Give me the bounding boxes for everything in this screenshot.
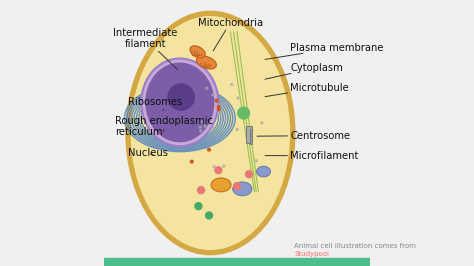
Ellipse shape — [233, 182, 252, 196]
Circle shape — [198, 187, 205, 194]
Circle shape — [204, 125, 206, 127]
Circle shape — [189, 99, 191, 101]
Circle shape — [206, 87, 208, 89]
Text: Cytoplasm: Cytoplasm — [265, 63, 343, 79]
Circle shape — [199, 126, 201, 128]
Circle shape — [208, 148, 210, 151]
Circle shape — [238, 107, 249, 119]
Circle shape — [217, 106, 220, 108]
Circle shape — [215, 99, 218, 102]
Ellipse shape — [257, 166, 271, 177]
Circle shape — [191, 160, 193, 163]
Circle shape — [231, 83, 233, 85]
Circle shape — [261, 122, 263, 124]
Circle shape — [246, 171, 253, 178]
Circle shape — [237, 97, 239, 99]
Text: Nucleus: Nucleus — [128, 148, 168, 158]
Text: Mitochondria: Mitochondria — [198, 18, 263, 51]
Circle shape — [215, 167, 222, 174]
Circle shape — [225, 102, 227, 104]
Circle shape — [206, 212, 212, 219]
Circle shape — [200, 130, 202, 132]
Ellipse shape — [167, 83, 195, 111]
Ellipse shape — [196, 56, 216, 69]
Ellipse shape — [141, 59, 219, 146]
Circle shape — [212, 127, 215, 130]
Circle shape — [223, 165, 225, 167]
Text: Rough endoplasmic
reticulum: Rough endoplasmic reticulum — [115, 115, 213, 137]
Text: Animal cell illustration comes from: Animal cell illustration comes from — [294, 243, 416, 249]
Circle shape — [213, 166, 215, 168]
Circle shape — [195, 203, 202, 210]
Text: Microtubule: Microtubule — [265, 83, 349, 97]
Text: Microfilament: Microfilament — [265, 151, 358, 161]
Ellipse shape — [190, 46, 205, 58]
Circle shape — [236, 128, 238, 130]
Ellipse shape — [131, 16, 290, 250]
Text: Ribosomes: Ribosomes — [128, 97, 182, 110]
Text: Centrosome: Centrosome — [257, 131, 350, 141]
Text: Plasma membrane: Plasma membrane — [265, 43, 383, 59]
Ellipse shape — [145, 63, 214, 142]
Circle shape — [257, 169, 259, 172]
Circle shape — [218, 105, 220, 107]
Bar — [250, 129, 253, 144]
Bar — [246, 126, 252, 143]
Circle shape — [234, 183, 240, 190]
Circle shape — [201, 121, 203, 123]
Circle shape — [218, 108, 220, 111]
Ellipse shape — [125, 11, 295, 255]
Circle shape — [212, 94, 214, 96]
Ellipse shape — [211, 178, 231, 192]
Circle shape — [255, 159, 257, 161]
Text: Studypool: Studypool — [294, 251, 329, 257]
Bar — [104, 258, 370, 266]
Text: Intermediate
filament: Intermediate filament — [113, 28, 178, 70]
